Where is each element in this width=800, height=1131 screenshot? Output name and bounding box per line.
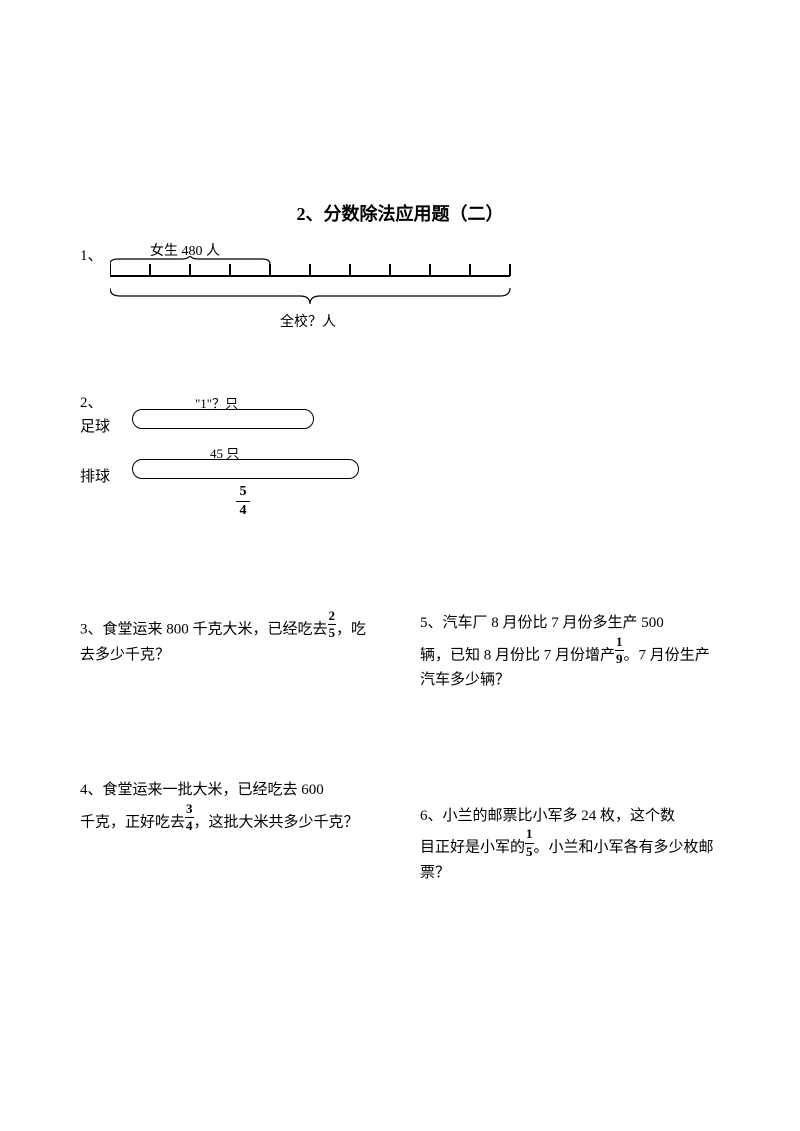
question-4: 4、食堂运来一批大米，已经吃去 600 千克，正好吃去34，这批大米共多少千克？ [80, 778, 380, 835]
q1-number-line [110, 256, 550, 316]
q4-frac-den: 4 [185, 819, 194, 833]
q2-number: 2、 [80, 391, 103, 412]
fraction-bar [236, 501, 250, 502]
q3-frac-num: 2 [328, 609, 337, 623]
q6-frac-num: 1 [525, 827, 534, 841]
q2-football-bar [132, 409, 314, 429]
q5-prefix2: 辆，已知 8 月份比 7 月份增产 [420, 647, 615, 663]
q2-volleyball-bar [132, 459, 359, 479]
worksheet-title: 2、分数除法应用题（二） [80, 200, 720, 226]
q4-prefix2: 千克，正好吃去 [80, 814, 185, 830]
question-2: 2、 足球 排球 "1"？只 45 只 5 4 [80, 391, 720, 551]
q2-frac-den: 4 [240, 503, 247, 518]
q3-frac-den: 5 [328, 626, 337, 640]
q5-frac-den: 9 [615, 652, 624, 666]
question-1: 1、 女生 480 人 全校？人 [80, 236, 720, 356]
q1-total-label: 全校？人 [280, 311, 336, 331]
q6-prefix2: 目正好是小军的 [420, 840, 525, 856]
q4-suffix2: ，这批大米共多少千克？ [194, 814, 359, 830]
problem-columns: 3、食堂运来 800 千克大米，已经吃去25，吃去多少千克？ 4、食堂运来一批大… [80, 611, 720, 997]
q5-frac-num: 1 [615, 635, 624, 649]
q6-line1: 6、小兰的邮票比小军多 24 枚，这个数 [420, 808, 675, 824]
q5-fraction: 19 [615, 635, 624, 667]
question-6: 6、小兰的邮票比小军多 24 枚，这个数 目正好是小军的15。小兰和小军各有多少… [420, 804, 720, 887]
right-column: 5、汽车厂 8 月份比 7 月份多生产 500 辆，已知 8 月份比 7 月份增… [420, 611, 720, 997]
q4-fraction: 34 [185, 802, 194, 834]
left-column: 3、食堂运来 800 千克大米，已经吃去25，吃去多少千克？ 4、食堂运来一批大… [80, 611, 380, 997]
q4-frac-num: 3 [185, 802, 194, 816]
q3-fraction: 25 [328, 609, 337, 641]
q2-fraction: 5 4 [235, 484, 251, 519]
q2-frac-num: 5 [240, 484, 247, 499]
question-5: 5、汽车厂 8 月份比 7 月份多生产 500 辆，已知 8 月份比 7 月份增… [420, 611, 720, 694]
q4-line1: 4、食堂运来一批大米，已经吃去 600 [80, 782, 324, 798]
question-3: 3、食堂运来 800 千克大米，已经吃去25，吃去多少千克？ [80, 611, 380, 668]
q1-number: 1、 [80, 244, 103, 265]
q2-volleyball-label: 排球 [80, 465, 110, 486]
q2-football-label: 足球 [80, 415, 110, 436]
q5-line1: 5、汽车厂 8 月份比 7 月份多生产 500 [420, 615, 664, 631]
q3-prefix: 3、食堂运来 800 千克大米，已经吃去 [80, 621, 328, 637]
q6-frac-den: 5 [525, 845, 534, 859]
q6-fraction: 15 [525, 827, 534, 859]
